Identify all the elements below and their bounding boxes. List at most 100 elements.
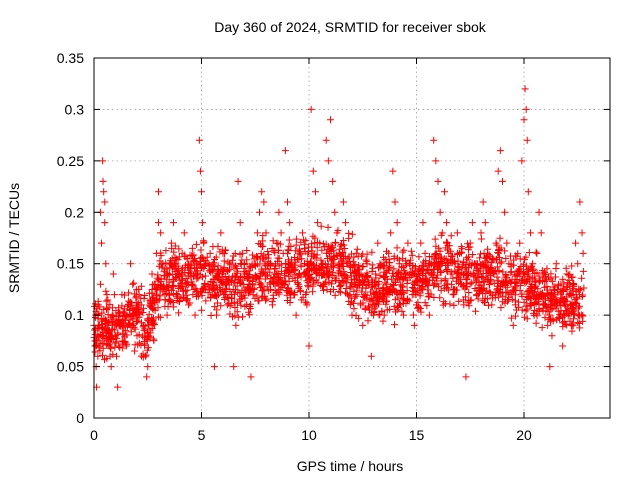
data-point — [170, 219, 178, 227]
data-point — [366, 297, 374, 305]
data-point — [210, 363, 218, 371]
data-point — [521, 277, 529, 285]
data-point — [216, 248, 224, 256]
data-point — [513, 278, 521, 286]
data-point — [437, 286, 445, 294]
data-point — [477, 261, 485, 269]
data-point — [309, 288, 317, 296]
data-point — [441, 300, 449, 308]
data-point — [336, 264, 344, 272]
data-point — [487, 276, 495, 284]
data-point — [528, 286, 536, 294]
data-point — [234, 313, 242, 321]
data-point — [207, 284, 215, 292]
data-point — [199, 219, 207, 227]
data-point — [281, 271, 289, 279]
data-point — [283, 266, 291, 274]
data-point — [168, 281, 176, 289]
data-point — [409, 311, 417, 319]
data-point — [286, 290, 294, 298]
data-point — [477, 235, 485, 243]
data-point — [543, 265, 551, 273]
data-point — [223, 301, 231, 309]
data-point — [246, 305, 254, 313]
data-point — [541, 314, 549, 322]
data-point — [104, 321, 112, 329]
data-point — [557, 311, 565, 319]
data-point — [94, 352, 102, 360]
data-point — [102, 287, 110, 295]
data-point — [447, 257, 455, 265]
data-point — [416, 276, 424, 284]
data-point — [501, 281, 509, 289]
data-point — [559, 342, 567, 350]
data-point — [314, 219, 322, 227]
data-point — [93, 332, 101, 340]
data-point — [516, 282, 524, 290]
data-point — [399, 248, 407, 256]
data-point — [479, 198, 487, 206]
data-point — [404, 239, 412, 247]
data-point — [347, 294, 355, 302]
data-point — [271, 270, 279, 278]
data-point — [225, 260, 233, 268]
data-point — [323, 263, 331, 271]
data-point — [354, 270, 362, 278]
data-point — [383, 285, 391, 293]
data-point — [453, 229, 461, 237]
data-point — [568, 327, 576, 335]
data-point — [496, 285, 504, 293]
data-point — [395, 300, 403, 308]
data-point — [572, 239, 580, 247]
data-point — [157, 252, 165, 260]
data-point — [141, 341, 149, 349]
data-point — [217, 229, 225, 237]
data-point — [477, 250, 485, 258]
data-point — [542, 301, 549, 309]
data-point — [221, 280, 229, 288]
data-point — [530, 311, 538, 319]
data-point — [145, 332, 153, 340]
data-point — [548, 305, 556, 313]
data-point — [475, 270, 483, 278]
data-point — [408, 291, 416, 299]
data-point — [271, 262, 279, 270]
data-point — [187, 270, 195, 278]
data-point — [338, 240, 346, 248]
data-point — [233, 282, 241, 290]
data-point — [104, 311, 112, 319]
data-point — [322, 136, 330, 144]
data-point — [567, 321, 575, 329]
data-point — [540, 300, 548, 308]
data-point — [486, 280, 494, 288]
data-point — [178, 276, 186, 284]
data-point — [559, 275, 567, 283]
data-point — [197, 246, 205, 254]
data-point — [306, 258, 314, 266]
data-point — [572, 288, 580, 296]
data-point — [91, 348, 99, 356]
data-point — [285, 267, 293, 275]
data-point — [345, 253, 353, 261]
data-point — [183, 254, 191, 262]
data-point — [450, 301, 458, 309]
data-point — [440, 188, 448, 196]
data-point — [575, 304, 583, 312]
data-point — [114, 316, 122, 324]
data-point — [535, 306, 543, 314]
data-point — [281, 259, 289, 267]
x-tick-label: 5 — [198, 427, 206, 443]
data-point — [483, 249, 491, 257]
data-point — [258, 270, 266, 278]
data-point — [392, 270, 400, 278]
data-point — [419, 271, 427, 279]
data-point — [176, 298, 184, 306]
data-point — [454, 268, 462, 276]
data-point — [231, 304, 239, 312]
data-point — [329, 255, 337, 263]
data-point — [220, 257, 228, 265]
data-point — [230, 363, 238, 371]
data-point — [523, 305, 531, 313]
data-point — [96, 339, 104, 347]
data-point — [233, 269, 241, 277]
